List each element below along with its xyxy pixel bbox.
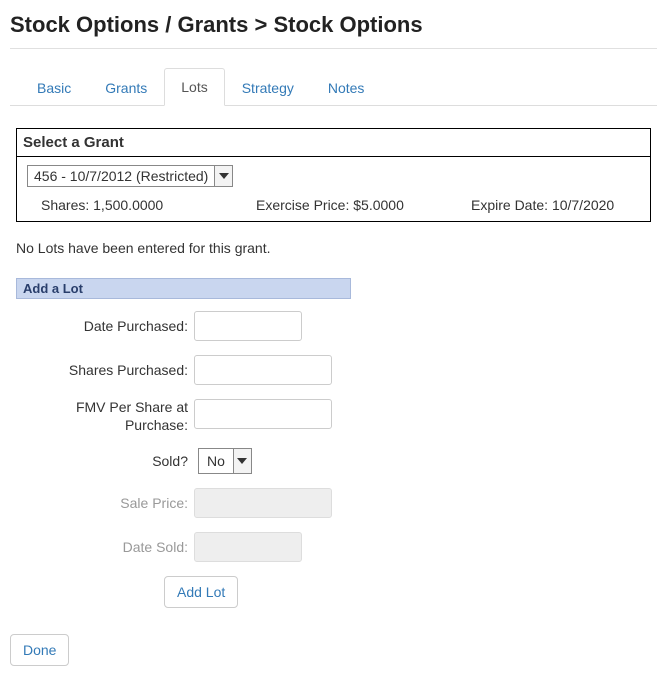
grant-exercise-price: Exercise Price: $5.0000 bbox=[256, 197, 471, 213]
label-sale-price: Sale Price: bbox=[16, 495, 194, 511]
tab-basic[interactable]: Basic bbox=[20, 69, 88, 106]
row-date-sold: Date Sold: bbox=[16, 532, 651, 562]
grant-box-header: Select a Grant bbox=[17, 129, 650, 157]
row-add-lot-button: Add Lot bbox=[164, 576, 651, 608]
input-fmv[interactable] bbox=[194, 399, 332, 429]
row-done: Done bbox=[10, 634, 657, 666]
grant-select-row: 456 - 10/7/2012 (Restricted) bbox=[17, 157, 650, 193]
tab-strategy[interactable]: Strategy bbox=[225, 69, 311, 106]
grant-expire-date: Expire Date: 10/7/2020 bbox=[471, 197, 644, 213]
tabs: Basic Grants Lots Strategy Notes bbox=[10, 67, 657, 106]
grant-select[interactable]: 456 - 10/7/2012 (Restricted) bbox=[27, 165, 233, 187]
grant-shares: Shares: 1,500.0000 bbox=[41, 197, 256, 213]
row-shares-purchased: Shares Purchased: bbox=[16, 355, 651, 385]
row-fmv: FMV Per Share at Purchase: bbox=[16, 399, 651, 434]
input-shares-purchased[interactable] bbox=[194, 355, 332, 385]
tab-grants[interactable]: Grants bbox=[88, 69, 164, 106]
select-sold-value: No bbox=[199, 453, 233, 469]
add-lot-form: Date Purchased: Shares Purchased: FMV Pe… bbox=[16, 311, 651, 608]
grant-shares-label: Shares: bbox=[41, 197, 93, 213]
tab-notes[interactable]: Notes bbox=[311, 69, 382, 106]
add-lot-section-header: Add a Lot bbox=[16, 278, 351, 299]
row-sold: Sold? No bbox=[16, 448, 651, 474]
grant-expdate-value: 10/7/2020 bbox=[552, 197, 614, 213]
label-shares-purchased: Shares Purchased: bbox=[16, 362, 194, 378]
input-date-sold bbox=[194, 532, 302, 562]
grant-box: Select a Grant 456 - 10/7/2012 (Restrict… bbox=[16, 128, 651, 222]
page-title: Stock Options / Grants > Stock Options bbox=[10, 12, 657, 38]
tab-lots[interactable]: Lots bbox=[164, 68, 224, 106]
label-date-purchased: Date Purchased: bbox=[16, 318, 194, 334]
label-fmv-line1: FMV Per Share at bbox=[76, 399, 188, 415]
label-fmv-line2: Purchase: bbox=[125, 417, 188, 433]
row-sale-price: Sale Price: bbox=[16, 488, 651, 518]
grant-info-row: Shares: 1,500.0000 Exercise Price: $5.00… bbox=[17, 193, 650, 221]
chevron-down-icon bbox=[214, 166, 232, 186]
select-sold[interactable]: No bbox=[198, 448, 252, 474]
add-lot-button[interactable]: Add Lot bbox=[164, 576, 238, 608]
label-sold: Sold? bbox=[16, 453, 194, 469]
label-fmv: FMV Per Share at Purchase: bbox=[16, 399, 194, 434]
input-date-purchased[interactable] bbox=[194, 311, 302, 341]
grant-shares-value: 1,500.0000 bbox=[93, 197, 163, 213]
label-date-sold: Date Sold: bbox=[16, 539, 194, 555]
row-date-purchased: Date Purchased: bbox=[16, 311, 651, 341]
grant-expdate-label: Expire Date: bbox=[471, 197, 552, 213]
grant-exprice-label: Exercise Price: bbox=[256, 197, 353, 213]
input-sale-price bbox=[194, 488, 332, 518]
grant-select-value: 456 - 10/7/2012 (Restricted) bbox=[28, 166, 214, 186]
divider bbox=[10, 48, 657, 49]
no-lots-message: No Lots have been entered for this grant… bbox=[16, 240, 651, 256]
grant-exprice-value: $5.0000 bbox=[353, 197, 404, 213]
chevron-down-icon bbox=[233, 449, 251, 473]
done-button[interactable]: Done bbox=[10, 634, 69, 666]
